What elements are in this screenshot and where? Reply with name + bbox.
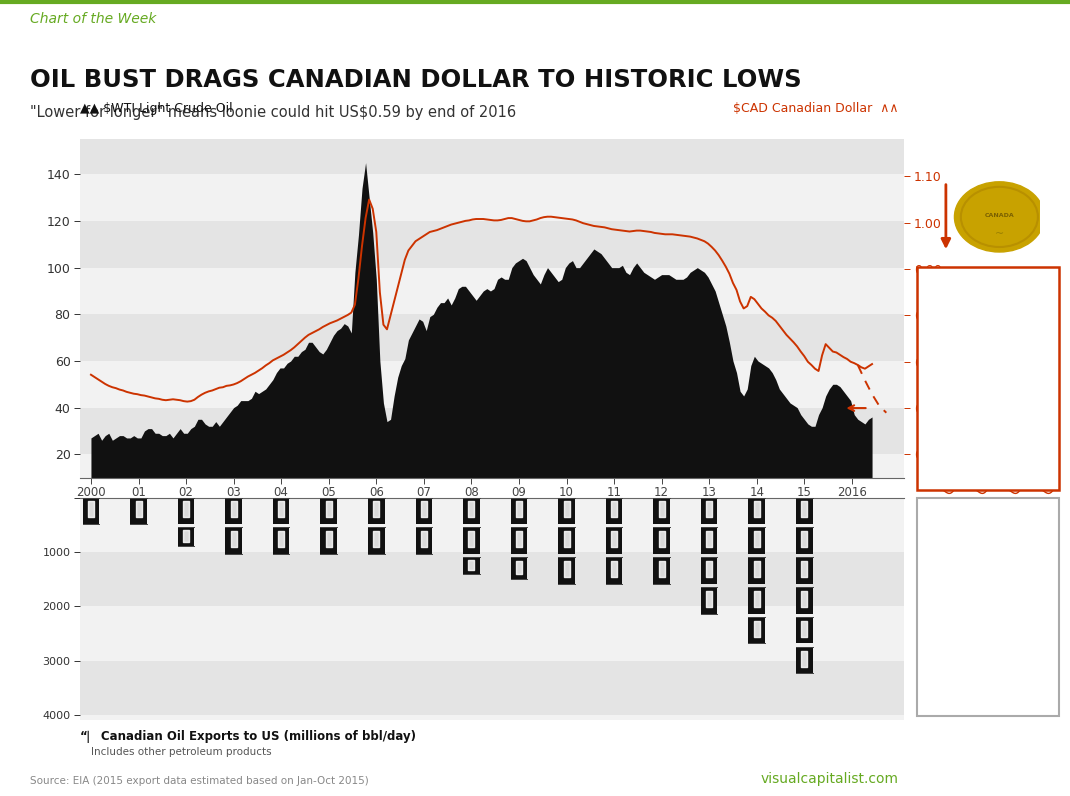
Bar	[463, 498, 479, 524]
Bar	[796, 617, 812, 643]
Bar	[415, 528, 432, 554]
Bar	[748, 557, 765, 583]
Text: ~: ~	[995, 228, 1004, 239]
Bar	[748, 498, 765, 524]
Bar	[559, 528, 575, 554]
Ellipse shape	[1026, 759, 1058, 782]
Bar	[510, 557, 528, 579]
Text: "Lower for longer" means loonie could hit US$0.59 by end of 2016: "Lower for longer" means loonie could hi…	[30, 105, 516, 120]
Circle shape	[954, 181, 1044, 252]
Bar	[273, 528, 290, 554]
Bar	[796, 647, 812, 673]
Bar	[559, 498, 575, 524]
Text: forecasts that: forecasts that	[926, 340, 1003, 350]
Bar	[559, 557, 575, 583]
Text: to US$0.59: to US$0.59	[926, 429, 994, 439]
Bar	[748, 617, 765, 643]
Bar	[654, 528, 670, 554]
Text: The loonie: The loonie	[926, 524, 983, 534]
Ellipse shape	[1042, 759, 1061, 774]
Bar	[654, 557, 670, 583]
Bar	[178, 498, 195, 524]
Bar	[226, 528, 242, 554]
Bar	[796, 587, 812, 614]
Bar	[796, 498, 812, 524]
Bar	[606, 557, 623, 583]
Text: to the USA: to the USA	[926, 693, 985, 703]
Bar	[226, 498, 242, 524]
Bar	[654, 498, 670, 524]
Bar	[463, 528, 479, 554]
Text: ▲▲ $WTI Light Crude Oil: ▲▲ $WTI Light Crude Oil	[80, 103, 233, 115]
Text: Source: EIA (2015 export data estimated based on Jan-Oct 2015): Source: EIA (2015 export data estimated …	[30, 776, 369, 786]
Ellipse shape	[1023, 759, 1042, 774]
Text: OIL BUST DRAGS CANADIAN DOLLAR TO HISTORIC LOWS: OIL BUST DRAGS CANADIAN DOLLAR TO HISTOR…	[30, 68, 801, 92]
Bar	[320, 528, 337, 554]
Bar	[368, 498, 384, 524]
Bar	[415, 498, 432, 524]
Bar	[80, 408, 904, 455]
Text: Investment: Investment	[926, 281, 989, 291]
Text: in 2016.: in 2016.	[926, 458, 972, 468]
Text: closely follows: closely follows	[926, 552, 1006, 562]
Bar	[80, 139, 904, 174]
Bar	[606, 498, 623, 524]
Text: Chart of the Week: Chart of the Week	[30, 12, 156, 26]
Text: $CAD Canadian Dollar  ∧∧: $CAD Canadian Dollar ∧∧	[733, 103, 899, 115]
Bar	[748, 587, 765, 614]
Bar	[273, 498, 290, 524]
Bar	[178, 528, 195, 546]
Bar	[748, 528, 765, 554]
Bar	[510, 528, 528, 554]
Bar	[80, 661, 904, 715]
Text: is a major net: is a major net	[926, 637, 1003, 646]
Bar	[701, 557, 718, 583]
Bar	[510, 498, 528, 524]
Text: CANADA: CANADA	[984, 213, 1014, 218]
Bar	[463, 557, 479, 574]
Bar	[82, 498, 100, 524]
Bar	[796, 528, 812, 554]
Bar	[320, 498, 337, 524]
Bar	[131, 498, 147, 524]
Text: because Canada: because Canada	[926, 608, 1019, 618]
Text: “▏ Canadian Oil Exports to US (millions of bbl/day): “▏ Canadian Oil Exports to US (millions …	[80, 730, 416, 743]
Bar	[606, 528, 623, 554]
Text: bank Macquarie: bank Macquarie	[926, 310, 1015, 321]
Bar	[80, 221, 904, 267]
Bar	[701, 498, 718, 524]
Text: the Canadian: the Canadian	[926, 369, 1000, 380]
Bar	[796, 557, 812, 583]
Bar	[701, 528, 718, 554]
Text: Includes other petroleum products: Includes other petroleum products	[91, 747, 272, 757]
Bar	[701, 587, 718, 614]
Bar	[368, 528, 384, 554]
Text: exporter of oil: exporter of oil	[926, 665, 1004, 674]
Bar	[80, 552, 904, 607]
Text: dollar will drop: dollar will drop	[926, 400, 1008, 409]
Bar	[80, 314, 904, 361]
Text: the oil price: the oil price	[926, 580, 992, 590]
Text: visualcapitalist.com: visualcapitalist.com	[761, 772, 899, 786]
